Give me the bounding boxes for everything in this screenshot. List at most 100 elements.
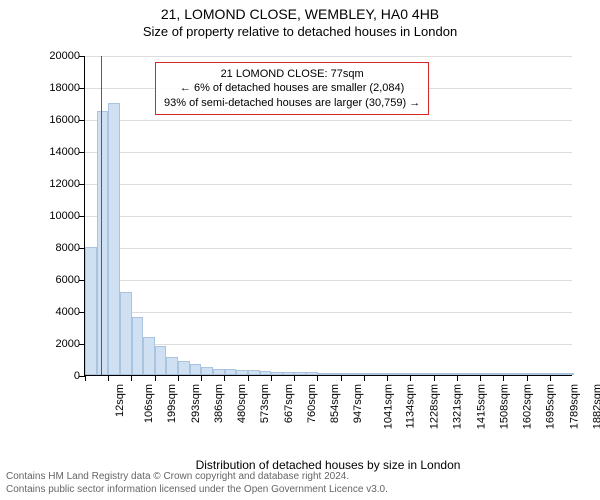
x-tick-label: 106sqm [144,384,156,423]
footer-attribution: Contains HM Land Registry data © Crown c… [6,470,594,496]
histogram-bar [85,247,97,375]
x-tick [387,375,388,381]
x-tick-label: 12sqm [114,384,126,417]
y-tick-label: 16000 [30,114,80,126]
histogram-bar [271,372,283,375]
histogram-bar [213,369,225,375]
y-tick-label: 20000 [30,50,80,62]
histogram-bar [97,111,109,375]
x-tick [271,375,272,381]
histogram-bar [132,317,144,375]
gridline-h [85,56,572,57]
histogram-bar [225,369,237,375]
x-tick-label: 760sqm [306,384,318,423]
histogram-bar [434,373,446,375]
histogram-bar [260,371,272,375]
annotation-box: 21 LOMOND CLOSE: 77sqm← 6% of detached h… [155,62,429,115]
x-tick-label: 854sqm [329,384,341,423]
y-tick-label: 6000 [30,274,80,286]
plot-area: 0200040006000800010000120001400016000180… [84,56,572,376]
y-tick-label: 8000 [30,242,80,254]
chart-container: Number of detached properties 0200040006… [52,56,572,416]
histogram-bar [353,373,365,375]
x-tick [434,375,435,381]
footer-line-2: Contains public sector information licen… [6,483,594,496]
histogram-bar [387,373,399,375]
histogram-bar [236,370,248,375]
y-tick-label: 18000 [30,82,80,94]
annotation-line: ← 6% of detached houses are smaller (2,0… [164,81,420,95]
x-tick [527,375,528,381]
y-tick-label: 14000 [30,146,80,158]
x-tick [131,375,132,381]
gridline-h [85,248,572,249]
x-tick-label: 1602sqm [522,384,534,429]
x-tick-label: 1508sqm [498,384,510,429]
histogram-bar [306,372,318,375]
x-tick-label: 1228sqm [429,384,441,429]
x-tick [341,375,342,381]
histogram-bar [155,346,167,375]
histogram-bar [294,372,306,375]
x-tick-label: 667sqm [283,384,295,423]
x-tick [294,375,295,381]
x-tick [248,375,249,381]
histogram-bar [178,361,190,375]
histogram-bar [166,357,178,375]
histogram-bar [492,373,504,375]
gridline-h [85,312,572,313]
gridline-h [85,120,572,121]
property-marker-line [101,56,102,375]
histogram-bar [550,373,562,375]
x-tick [364,375,365,381]
histogram-bar [329,373,341,375]
x-tick [480,375,481,381]
gridline-h [85,216,572,217]
x-tick [410,375,411,381]
x-tick [550,375,551,381]
gridline-h [85,344,572,345]
histogram-bar [341,373,353,375]
y-tick-label: 0 [30,370,80,382]
gridline-h [85,184,572,185]
x-tick [155,375,156,381]
histogram-bar [190,364,202,375]
x-tick-label: 947sqm [353,384,365,423]
gridline-h [85,152,572,153]
histogram-bar [481,373,493,375]
histogram-bar [318,373,330,375]
histogram-bar [248,370,260,375]
y-tick-label: 4000 [30,306,80,318]
gridline-h [85,280,572,281]
histogram-bar [562,373,574,375]
x-tick-label: 293sqm [190,384,202,423]
x-tick-label: 386sqm [213,384,225,423]
histogram-bar [108,103,120,375]
x-tick [503,375,504,381]
x-tick-label: 573sqm [260,384,272,423]
x-tick-label: 1415sqm [475,384,487,429]
annotation-line: 21 LOMOND CLOSE: 77sqm [164,67,420,81]
histogram-bar [422,373,434,375]
histogram-bar [469,373,481,375]
x-tick [201,375,202,381]
footer-line-1: Contains HM Land Registry data © Crown c… [6,470,594,483]
histogram-bar [446,373,458,375]
histogram-bar [364,373,376,375]
histogram-bar [376,373,388,375]
x-tick-label: 1695sqm [545,384,557,429]
x-tick [85,375,86,381]
histogram-bar [515,373,527,375]
histogram-bar [539,373,551,375]
y-tick-label: 12000 [30,178,80,190]
histogram-bar [143,337,155,375]
x-tick [224,375,225,381]
histogram-bar [457,373,469,375]
x-tick-label: 1789sqm [568,384,580,429]
histogram-bar [399,373,411,375]
x-tick-label: 1134sqm [404,384,416,428]
x-tick [457,375,458,381]
annotation-line: 93% of semi-detached houses are larger (… [164,96,420,110]
x-tick-label: 480sqm [236,384,248,423]
x-tick [178,375,179,381]
